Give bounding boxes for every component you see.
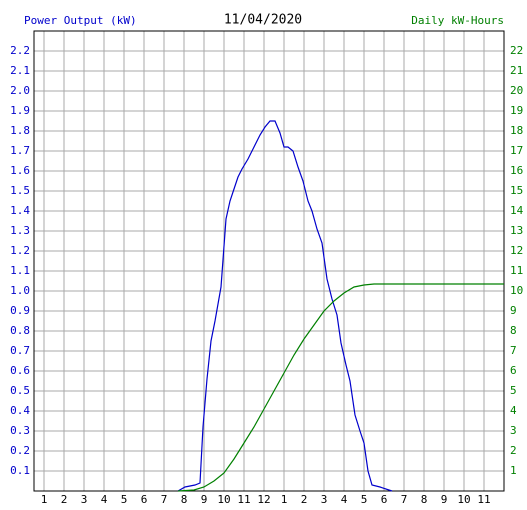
x-tick-label: 3	[321, 493, 328, 506]
y-tick-label: 0.3	[10, 424, 30, 437]
y-tick-label: 2.2	[10, 44, 30, 57]
y-tick-label: 1.2	[10, 244, 30, 257]
x-tick-label: 5	[121, 493, 128, 506]
y-tick-label: 1.6	[10, 164, 30, 177]
y-tick-label: 0.1	[10, 464, 30, 477]
x-tick-label: 7	[161, 493, 168, 506]
y-axis-label: Power Output (kW)	[24, 14, 137, 27]
x-tick-label: 9	[441, 493, 448, 506]
y-tick-label: 0.6	[10, 364, 30, 377]
y2-tick-label: 20	[510, 84, 523, 97]
x-tick-label: 2	[301, 493, 308, 506]
y2-axis-label: Daily kW-Hours	[411, 14, 504, 27]
y2-tick-label: 15	[510, 184, 523, 197]
y2-tick-label: 13	[510, 224, 523, 237]
y-tick-label: 0.2	[10, 444, 30, 457]
y2-tick-label: 1	[510, 464, 517, 477]
x-tick-label: 7	[401, 493, 408, 506]
x-tick-label: 11	[477, 493, 490, 506]
x-tick-label: 2	[61, 493, 68, 506]
series-line	[177, 120, 393, 492]
x-tick-label: 6	[381, 493, 388, 506]
y-tick-label: 0.4	[10, 404, 30, 417]
y2-tick-label: 5	[510, 384, 517, 397]
y2-tick-label: 22	[510, 44, 523, 57]
x-tick-label: 4	[101, 493, 108, 506]
x-tick-label: 10	[217, 493, 230, 506]
y-tick-label: 0.9	[10, 304, 30, 317]
y-tick-label: 0.7	[10, 344, 30, 357]
y-tick-label: 0.5	[10, 384, 30, 397]
chart-title: 11/04/2020	[224, 13, 302, 28]
x-tick-label: 12	[257, 493, 270, 506]
y-tick-label: 1.1	[10, 264, 30, 277]
y2-tick-label: 6	[510, 364, 517, 377]
x-tick-label: 5	[361, 493, 368, 506]
y2-tick-label: 11	[510, 264, 523, 277]
y2-tick-label: 8	[510, 324, 517, 337]
y2-tick-label: 2	[510, 444, 517, 457]
x-tick-label: 8	[421, 493, 428, 506]
x-tick-label: 8	[181, 493, 188, 506]
y2-tick-label: 21	[510, 64, 523, 77]
x-tick-label: 1	[41, 493, 48, 506]
x-tick-label: 1	[281, 493, 288, 506]
y2-tick-label: 12	[510, 244, 523, 257]
x-tick-label: 11	[237, 493, 250, 506]
y2-tick-label: 7	[510, 344, 517, 357]
y-tick-label: 1.3	[10, 224, 30, 237]
y-tick-label: 1.7	[10, 144, 30, 157]
y2-tick-label: 10	[510, 284, 523, 297]
x-tick-label: 6	[141, 493, 148, 506]
x-tick-label: 10	[457, 493, 470, 506]
y2-tick-label: 16	[510, 164, 523, 177]
x-tick-label: 3	[81, 493, 88, 506]
y-tick-label: 2.0	[10, 84, 30, 97]
y-tick-label: 1.4	[10, 204, 30, 217]
series-line	[177, 283, 504, 492]
y2-tick-label: 17	[510, 144, 523, 157]
y2-tick-label: 14	[510, 204, 524, 217]
y-tick-label: 1.8	[10, 124, 30, 137]
x-tick-label: 4	[341, 493, 348, 506]
y2-tick-label: 19	[510, 104, 523, 117]
y2-tick-label: 9	[510, 304, 517, 317]
plot-border	[33, 30, 505, 492]
x-tick-label: 9	[201, 493, 208, 506]
y-tick-label: 2.1	[10, 64, 30, 77]
y-tick-label: 1.5	[10, 184, 30, 197]
y2-tick-label: 4	[510, 404, 517, 417]
y2-tick-label: 3	[510, 424, 517, 437]
y-tick-label: 0.8	[10, 324, 30, 337]
y-tick-label: 1.9	[10, 104, 30, 117]
y2-tick-label: 18	[510, 124, 523, 137]
y-tick-label: 1.0	[10, 284, 30, 297]
